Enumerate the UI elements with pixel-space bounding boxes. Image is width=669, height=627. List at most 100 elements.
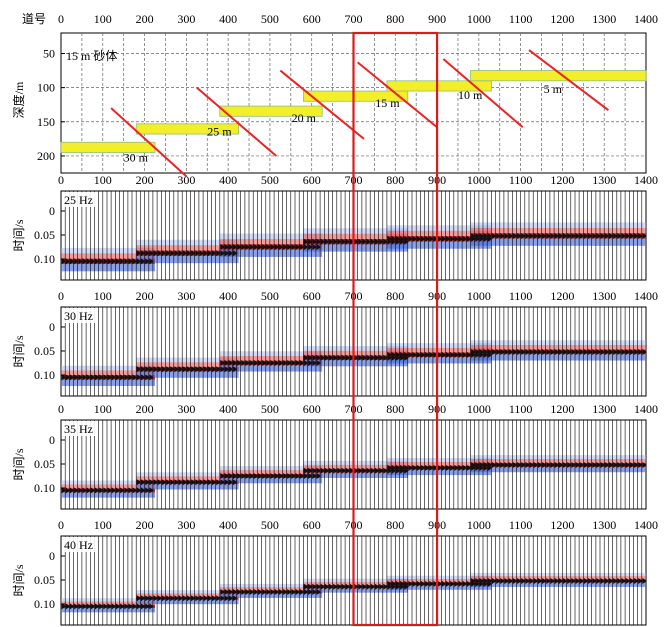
panel-trace-tick-label: 300 [177,173,195,187]
trough-band [136,255,239,264]
panel-trace-tick-label: 1300 [592,518,616,532]
wiggle-peak-fill [61,603,154,610]
wiggle-peak-fill [136,595,238,602]
fault-throw-label: 10 m [458,88,483,102]
peak-band [136,476,239,481]
panel-trace-tick-label: 200 [136,402,154,416]
fault-line [357,61,438,129]
panel-trace-tick-label: 600 [303,173,321,187]
trough-upper-band [136,472,239,477]
time-tick-label: 0 [49,433,55,447]
frequency-label: 30 Hz [64,309,93,323]
top-tick-label: 900 [428,12,446,26]
trough-upper-band [386,457,492,462]
wiggle-peak-fill [471,577,647,584]
peak-band [136,362,239,368]
trough-band [219,249,323,257]
panel-trace-tick-label: 600 [303,402,321,416]
highlight-rectangle [352,31,439,627]
seismic-panel-4: 0 100 200 300 400 500 600 700 800 900 1000 1100 1200… [12,518,658,626]
wiggle-peak-fill [387,464,493,471]
depth-tick-label: 50 [43,46,55,60]
freq-label-bg [62,537,98,552]
trough-band [219,365,323,372]
time-tick-label: 0.05 [34,228,55,242]
wiggle-peaks [61,232,647,265]
peak-band [303,350,408,357]
trough-upper-band [219,351,323,356]
trough-upper-band [136,357,239,363]
trough-upper-band [61,598,156,602]
frequency-label: 35 Hz [64,422,93,436]
trough-upper-band [303,578,408,582]
wiggle-peak-fill [471,461,647,468]
panel-trace-tick-label: 400 [219,173,237,187]
panel-trace-tick-label: 1100 [509,289,533,303]
peak-band [386,578,492,583]
top-tick-label: 500 [261,12,279,26]
time-tick-label: 0.05 [34,573,55,587]
trough-upper-band [219,583,323,588]
panel-trace-tick-label: 600 [303,518,321,532]
wiggle-peak-fill [61,374,154,381]
trough-band [61,492,156,498]
fault-throw-label: 25 m [207,124,232,138]
wiggle-peaks [61,461,647,494]
panel-trace-tick-label: 1000 [467,173,491,187]
peak-band [61,601,156,606]
panel-trace-tick-label: 1400 [634,402,658,416]
panel-trace-tick-label: 200 [136,518,154,532]
trough-upper-band [303,228,408,234]
wiggle-peak-fill [220,360,321,366]
trace-number-label: 道号 [22,12,46,26]
panel-trace-tick-label: 400 [219,402,237,416]
frequency-label: 40 Hz [64,538,93,552]
wiggle-peak-fill [471,348,647,355]
panel-trace-tick-label: 1000 [467,289,491,303]
depth-tick-label: 200 [37,149,55,163]
wiggle-peak-fill [303,238,409,245]
wiggle-peak-fill [220,589,321,595]
panel-trace-tick-label: 800 [386,289,404,303]
time-tick-label: 0.10 [34,481,55,495]
trough-band [303,472,408,478]
depth-axis-label: 深度/m [11,81,26,118]
peak-band [303,464,408,470]
panel-trace-tick-label: 0 [58,173,64,187]
panel-trace-tick-label: 1000 [467,518,491,532]
panel-trace-tick-label: 200 [136,173,154,187]
time-axis-label: 时间/s [12,564,26,596]
sand-layers [60,70,647,153]
panel-trace-tick-label: 0 [58,289,64,303]
wiggle-peak-fill [136,366,238,373]
trough-band [136,484,239,490]
panel-trace-tick-label: 400 [219,289,237,303]
sand-layer [219,105,323,117]
time-axis-label: 时间/s [12,219,26,251]
wiggle-peak-fill [61,258,154,265]
fault-throw-label: 30 m [124,150,149,164]
trough-band [136,371,239,378]
geologic-model-panel: 30 m 25 m 20 m 15 m 10 m 5 m 15 m 砂体 50 100 150… [11,32,647,178]
wiggle-peak-fill [136,479,238,486]
highlight-window [352,31,439,627]
trough-upper-band [61,480,156,485]
trough-upper-band [219,466,323,471]
top-tick-label: 1000 [467,12,491,26]
fault-lines: 30 m 25 m 20 m 15 m 10 m 5 m [110,49,609,178]
top-tick-label: 1300 [592,12,616,26]
wiggle-peaks [61,348,647,381]
freq-label-bg [62,421,98,436]
trough-upper-band [386,225,492,231]
fault-throw-label: 20 m [292,111,317,125]
peak-band [219,470,323,475]
trough-band [303,588,408,593]
panel-trace-tick-label: 600 [303,289,321,303]
model-title: 15 m 砂体 [66,49,117,63]
panel-trace-tick-label: 200 [136,289,154,303]
peak-band [136,245,239,252]
panel-trace-tick-label: 1200 [550,173,574,187]
trough-upper-band [303,346,408,351]
trough-band [61,264,156,272]
